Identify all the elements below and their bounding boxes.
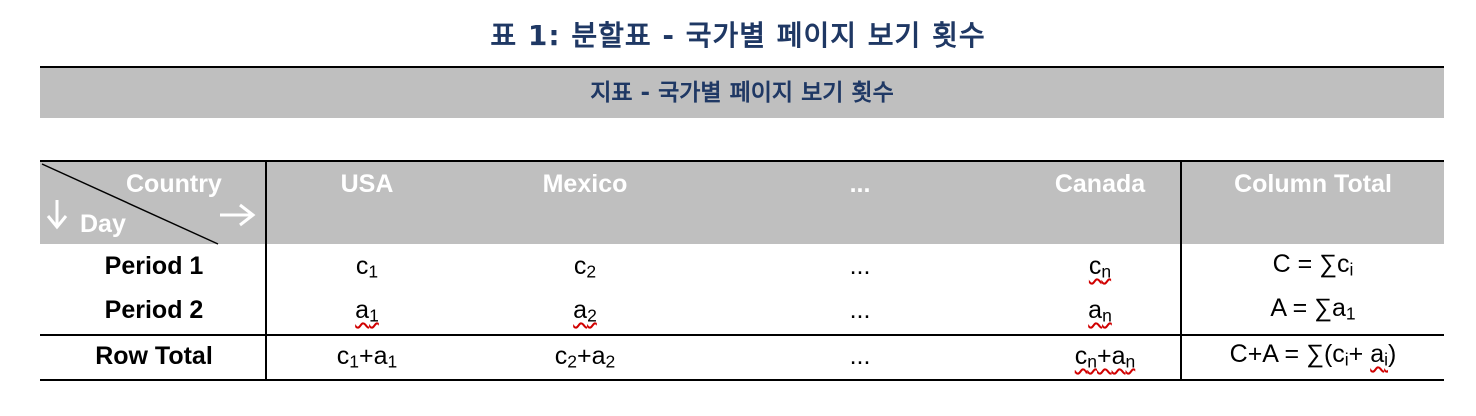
header-top-rule (40, 160, 1444, 162)
col-header-mexico: Mexico (542, 170, 628, 198)
row-label-row-total: Row Total (95, 342, 213, 370)
cell-r2-usa: a1 (355, 296, 379, 326)
cell-total-usa: c1+a1 (336, 342, 398, 372)
cell-r1-ellipsis: ... (849, 252, 871, 280)
top-rule (40, 66, 1444, 68)
cell-total-column-total: C+A = ∑(ci+ ai) (1229, 340, 1397, 370)
header-row (40, 162, 1444, 244)
cell-r2-column-total: A = ∑a1 (1270, 294, 1356, 324)
col-header-column-total: Column Total (1234, 170, 1392, 198)
cell-r2-ellipsis: ... (849, 296, 871, 324)
total-row-rule (40, 334, 1444, 336)
subtitle-banner: 지표 - 국가별 페이지 보기 횟수 (40, 68, 1444, 118)
col-header-ellipsis: ... (849, 170, 871, 198)
bottom-rule (40, 379, 1444, 381)
corner-country-label: Country (126, 170, 222, 198)
arrow-right-icon (220, 203, 256, 227)
cell-r1-mexico: c2 (573, 252, 597, 282)
cell-r1-usa: c1 (355, 252, 379, 282)
cell-r1-canada: cn (1088, 252, 1112, 282)
col-header-usa: USA (340, 170, 394, 198)
row-label-period-1: Period 1 (104, 252, 204, 280)
arrow-down-icon (46, 200, 68, 230)
corner-diagonal (41, 163, 219, 245)
label-column-divider (265, 160, 267, 381)
row-label-period-2: Period 2 (104, 296, 204, 324)
cell-r2-canada: an (1088, 296, 1112, 326)
total-column-divider (1180, 160, 1182, 381)
cell-r1-column-total: C = ∑ci (1272, 250, 1354, 280)
cell-total-canada: cn+an (1074, 342, 1136, 372)
table-title: 표 1: 분할표 - 국가별 페이지 보기 횟수 (490, 19, 986, 52)
corner-day-label: Day (80, 210, 126, 238)
cell-total-mexico: c2+a2 (554, 342, 616, 372)
cell-r2-mexico: a2 (573, 296, 597, 326)
col-header-canada: Canada (1054, 170, 1146, 198)
cell-total-ellipsis: ... (849, 342, 871, 370)
